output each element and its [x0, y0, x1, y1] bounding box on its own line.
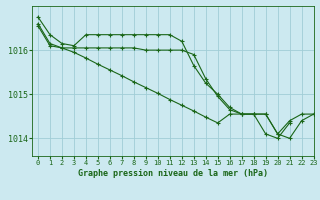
X-axis label: Graphe pression niveau de la mer (hPa): Graphe pression niveau de la mer (hPa) — [78, 169, 268, 178]
